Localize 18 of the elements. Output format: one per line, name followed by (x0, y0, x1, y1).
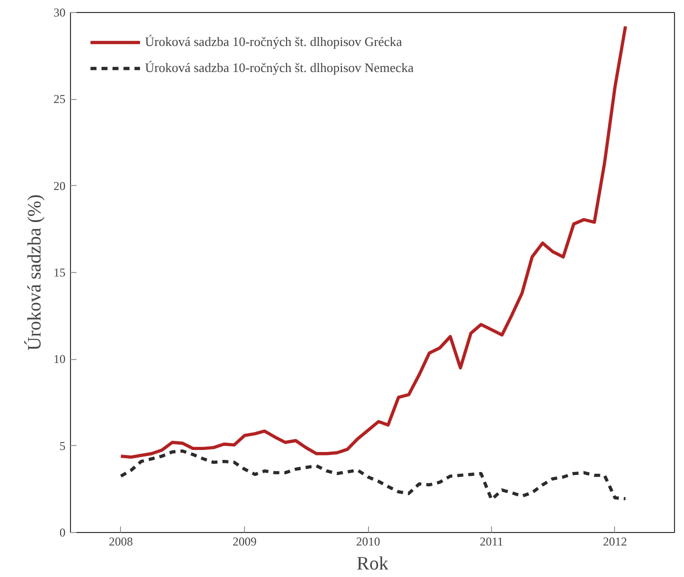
x-tick-label: 2011 (480, 534, 504, 548)
x-tick-label: 2010 (356, 534, 380, 548)
legend-label: Úroková sadzba 10-ročných št. dlhopisov Nemecka (145, 60, 414, 76)
x-tick-label: 2012 (602, 534, 627, 548)
line-series (119, 449, 628, 502)
line-series (119, 24, 628, 459)
y-tick-label: 0 (60, 526, 66, 540)
y-tick-label: 25 (54, 92, 66, 106)
y-tick-label: 15 (54, 266, 66, 280)
y-tick-label: 30 (54, 6, 66, 20)
y-tick-label: 10 (54, 352, 66, 366)
y-tick-label: 5 (60, 438, 66, 453)
x-tick-label: 2009 (232, 534, 257, 548)
legend-label: Úroková sadzba 10-ročných št. dlhopisov Grécka (145, 34, 402, 50)
x-axis-title: Rok (356, 554, 389, 574)
y-axis-title: Úroková sadzba (%) (24, 194, 46, 351)
x-tick-label: 2008 (108, 534, 133, 548)
y-tick-label: 20 (54, 178, 66, 193)
